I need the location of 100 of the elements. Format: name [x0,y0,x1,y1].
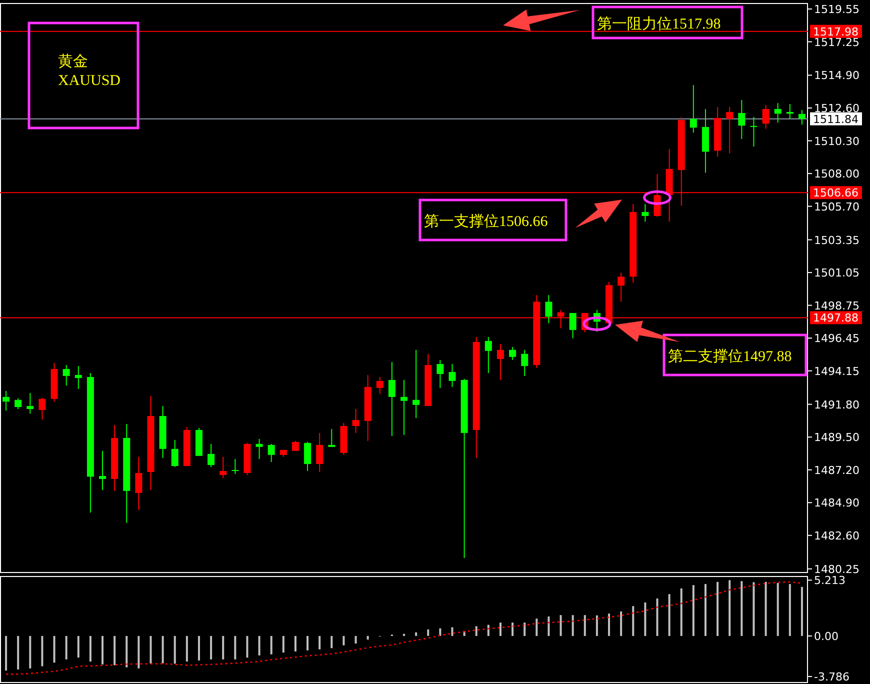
candlestick [448,364,456,388]
bar [620,611,622,636]
candlestick [232,458,239,474]
y-tick-label: 1496.45 [814,332,860,346]
y-tick-label: 5.213 [814,574,846,588]
bar [524,622,526,636]
bar [282,636,284,653]
candlestick [750,116,758,148]
candlestick [642,204,649,222]
bar [475,626,478,636]
bar [584,615,586,636]
y-tick-label: 1519.55 [814,2,860,16]
candlestick [400,379,408,436]
bar [294,636,296,652]
bar [29,636,32,668]
bar [198,636,200,660]
bar [270,636,272,654]
bar [234,636,236,660]
bar [5,636,8,671]
y-tick-label: 1508.00 [814,168,860,181]
y-tick-label: 1484.90 [814,496,860,510]
candlestick [316,432,324,472]
candlestick [798,109,806,126]
candlestick [14,398,22,410]
y-tick-label: 1503.35 [814,234,860,247]
candlestick [412,349,420,418]
y-tick-label: 1487.20 [814,464,860,477]
bar [608,614,610,636]
bar [415,632,418,636]
annotation: 第二支撑位1497.88 [668,348,792,365]
y-tick-label: 1491.80 [814,398,860,412]
candlestick [2,390,10,412]
y-tick-label: 1510.30 [814,134,860,148]
bar [102,636,104,664]
bar [752,582,755,636]
bar [764,582,767,636]
bar [740,581,743,636]
candlestick [220,456,227,478]
bar [150,636,152,664]
bar [644,602,646,636]
bar [572,615,574,636]
bar [668,594,670,636]
bar [776,582,779,636]
bar [560,615,562,636]
bar [451,627,454,636]
bar [114,636,116,666]
annotation: 黄金 [58,53,88,70]
y-tick-label: 1480.25 [814,562,860,576]
candlestick [726,106,734,154]
annotation: 第一阻力位1517.98 [597,16,721,32]
y-tick-label: 1517.25 [814,36,860,49]
line-series [5,581,803,675]
bar [258,636,260,656]
bar [728,580,731,636]
candlestick [38,397,46,420]
bar [318,636,321,650]
y-tick-label: 0.00 [814,630,838,643]
y-tick-label: 1501.05 [814,266,860,280]
bar [138,636,140,668]
ref-line-label: 1511.84 [813,112,858,126]
candlestick [496,343,504,380]
bar [366,636,369,640]
candlestick [171,439,178,468]
bar [77,636,80,658]
candlestick [509,346,516,361]
bar [174,636,176,664]
ref-line-label: 1506.66 [813,186,858,200]
y-tick-label: 1514.90 [814,69,860,82]
bar [186,636,188,662]
annotation: 第一支撑位1506.66 [424,213,548,230]
bar [330,636,333,648]
y-tick-label: 1512.60 [814,102,860,115]
candlestick [268,443,275,463]
bar [41,636,44,666]
candlestick [304,441,312,472]
candlestick [376,376,384,394]
bar [716,582,719,636]
candlestick [690,84,697,134]
bar [427,629,430,636]
candlestick [762,104,770,130]
candlestick [569,312,576,339]
bar [596,615,598,636]
ref-line-label: 1497.88 [813,312,858,325]
candlestick [328,428,336,448]
bar [126,636,128,668]
bar [354,636,357,644]
bar [222,636,224,660]
y-tick-label: 1489.50 [814,431,860,444]
bar [17,636,20,670]
bar [704,584,706,636]
bar [548,616,550,636]
bar [342,636,345,646]
candlestick [618,272,625,302]
candlestick [484,336,492,374]
candlestick [774,102,782,124]
candlestick [388,362,396,436]
bar [306,636,309,650]
y-tick-label: 1494.15 [814,364,860,378]
bar [162,636,164,664]
bar [800,586,803,636]
